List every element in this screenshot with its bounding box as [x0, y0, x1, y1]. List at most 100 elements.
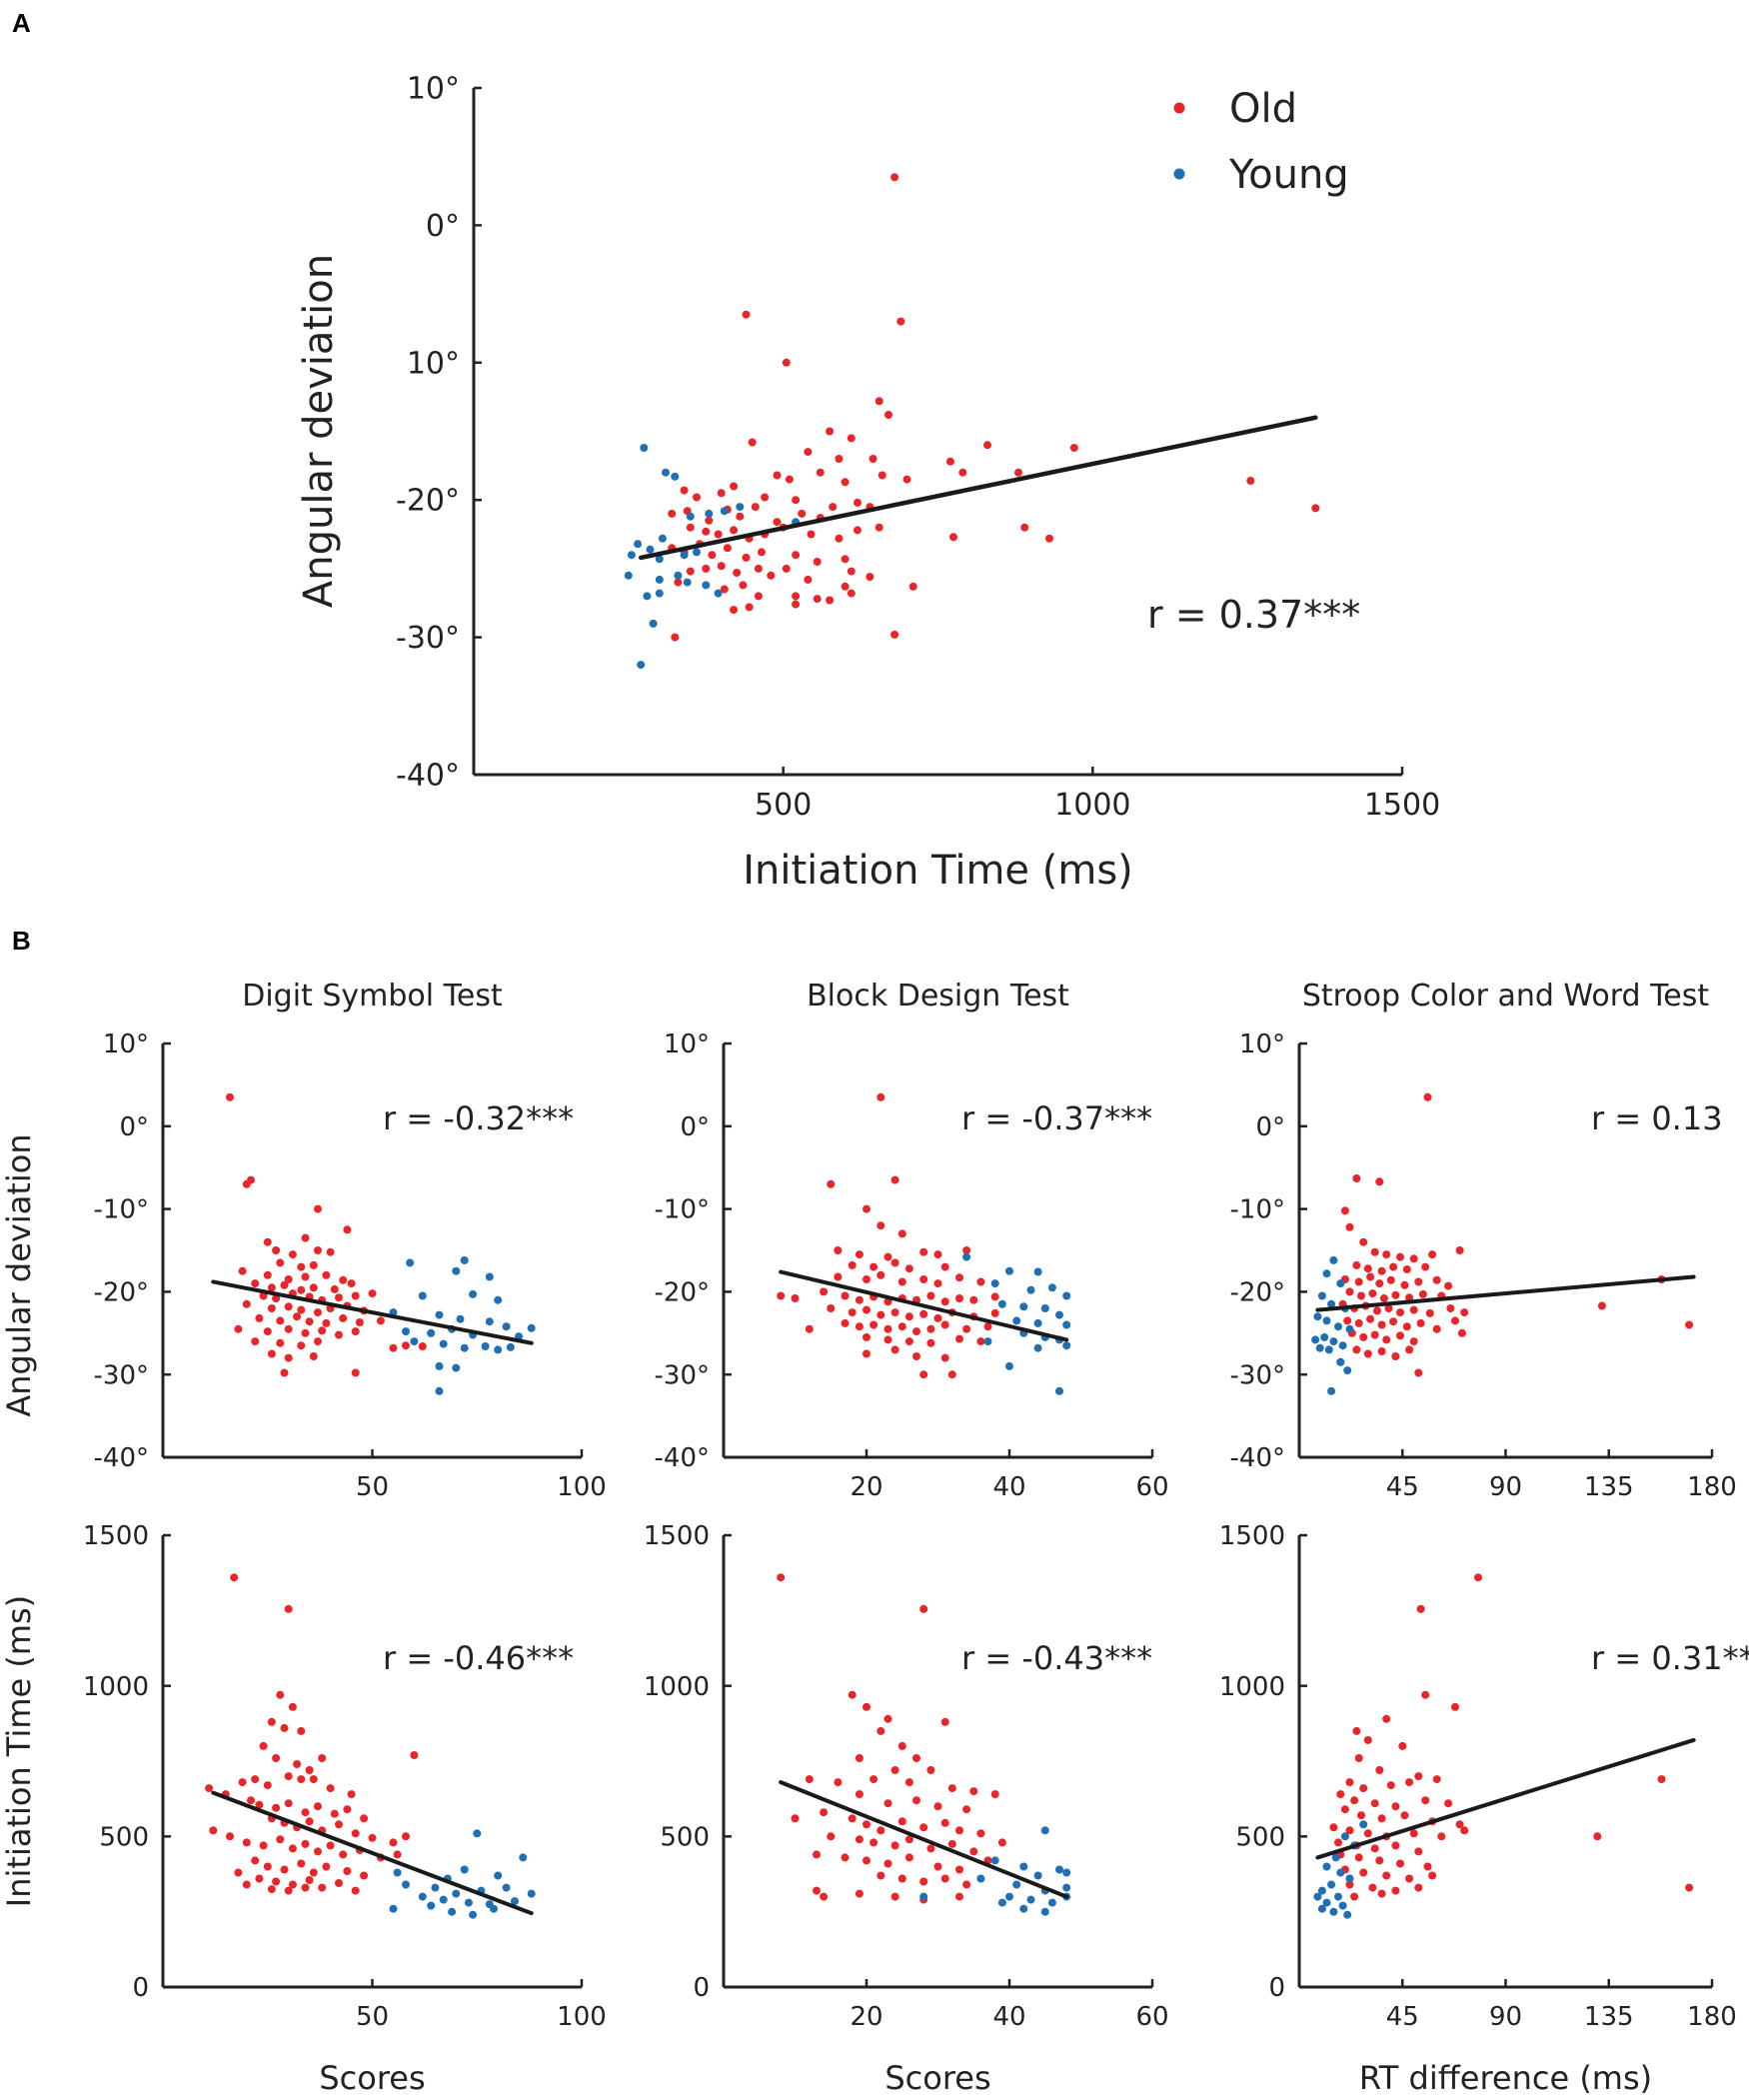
point-old — [958, 468, 967, 477]
point-old — [276, 1258, 285, 1267]
point-young — [439, 1339, 448, 1348]
point-old — [955, 1273, 963, 1282]
point-young — [435, 1361, 444, 1370]
point-young — [1322, 1862, 1331, 1871]
point-old — [297, 1726, 306, 1735]
point-old — [742, 310, 751, 319]
point-old — [1382, 1250, 1391, 1259]
point-old — [1359, 1784, 1368, 1793]
point-young — [1026, 1895, 1035, 1904]
point-young — [460, 1343, 469, 1352]
point-old — [230, 1573, 239, 1582]
point-old — [1373, 1306, 1381, 1315]
point-old — [247, 1796, 255, 1805]
point-old — [912, 1754, 920, 1762]
point-old — [947, 1839, 956, 1848]
point-old — [1357, 1291, 1365, 1300]
point-old — [792, 496, 801, 505]
point-young — [1338, 1901, 1347, 1910]
y-tick-label: 0° — [426, 209, 460, 244]
point-old — [251, 1279, 260, 1288]
y-tick-label: 10° — [103, 1030, 149, 1059]
point-old — [314, 1847, 322, 1856]
point-young — [1317, 1904, 1326, 1913]
y-tick-label: -10° — [94, 1195, 149, 1225]
point-old — [805, 1324, 814, 1333]
point-old — [284, 1324, 293, 1333]
point-old — [267, 1304, 276, 1312]
point-young — [485, 1272, 494, 1281]
point-old — [804, 448, 813, 457]
regression-line — [638, 415, 1318, 561]
point-old — [674, 578, 683, 587]
point-old — [301, 1328, 310, 1337]
point-old — [884, 411, 892, 419]
point-young — [1340, 1832, 1349, 1841]
point-old — [255, 1800, 264, 1809]
point-old — [343, 1867, 352, 1875]
point-young — [1047, 1283, 1056, 1292]
correlation-label: r = -0.32*** — [383, 1099, 574, 1137]
point-old — [1359, 1237, 1368, 1246]
point-old — [855, 1754, 864, 1762]
point-old — [276, 1338, 285, 1347]
x-tick-label: 90 — [1489, 1472, 1522, 1502]
point-old — [309, 1868, 318, 1877]
x-axis-title: Scores — [884, 2059, 990, 2097]
y-tick-label: -30° — [94, 1360, 149, 1390]
point-old — [1350, 1892, 1359, 1901]
point-old — [267, 1717, 276, 1726]
point-old — [272, 1877, 281, 1886]
point-old — [940, 1262, 949, 1271]
point-young — [702, 581, 711, 590]
point-young — [402, 1880, 410, 1889]
point-old — [714, 530, 723, 539]
point-old — [883, 1324, 892, 1333]
point-old — [1405, 1293, 1414, 1302]
y-tick-label: -40° — [396, 759, 460, 794]
point-young — [431, 1883, 440, 1892]
point-old — [351, 1291, 360, 1300]
point-young — [1336, 1868, 1345, 1877]
point-old — [876, 1092, 885, 1101]
point-old — [1020, 523, 1029, 532]
point-old — [1336, 1790, 1345, 1799]
y-tick-label: 1000 — [83, 1672, 149, 1702]
point-young — [427, 1901, 436, 1910]
point-young — [485, 1317, 494, 1326]
point-old — [702, 527, 711, 536]
point-old — [813, 1850, 821, 1859]
point-young — [1019, 1862, 1028, 1871]
point-old — [883, 1859, 892, 1868]
y-tick-label: 0° — [1255, 1112, 1285, 1142]
point-old — [1418, 1289, 1427, 1298]
point-old — [739, 581, 748, 590]
point-young — [1005, 1361, 1013, 1370]
point-old — [962, 1880, 971, 1889]
point-young — [646, 545, 655, 554]
point-old — [1377, 1320, 1386, 1329]
point-old — [912, 1352, 920, 1360]
point-old — [1377, 1889, 1386, 1898]
chart-title: Digit Symbol Test — [242, 979, 503, 1014]
point-old — [284, 1799, 293, 1808]
point-young — [418, 1291, 427, 1300]
point-young — [1338, 1341, 1347, 1350]
point-old — [297, 1341, 306, 1350]
point-old — [1357, 1811, 1365, 1820]
point-old — [1425, 1308, 1434, 1317]
point-old — [890, 1841, 899, 1850]
point-old — [280, 1865, 289, 1874]
y-tick-label: 0° — [680, 1112, 710, 1142]
point-old — [733, 569, 742, 577]
point-old — [1414, 1772, 1423, 1781]
point-old — [1375, 1177, 1384, 1186]
x-tick-label: 100 — [557, 2002, 607, 2032]
point-old — [1396, 1308, 1404, 1317]
point-young — [1040, 1304, 1049, 1312]
legend-label-old: Old — [1229, 86, 1297, 132]
point-old — [926, 1324, 935, 1333]
point-old — [841, 1318, 850, 1327]
point-old — [1451, 1702, 1459, 1711]
